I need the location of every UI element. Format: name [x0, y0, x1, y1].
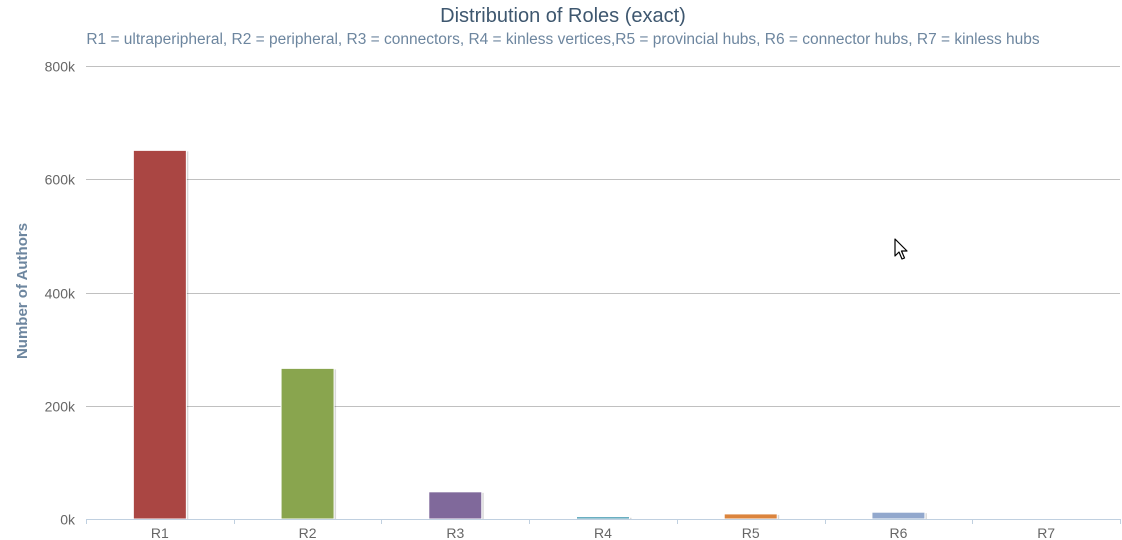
bar-r4[interactable] — [576, 516, 630, 520]
x-tick-label: R5 — [742, 525, 760, 540]
bars — [132, 149, 1074, 520]
x-tick-labels: R1 R2 R3 R4 R5 R6 R7 — [151, 525, 1055, 540]
y-tick-label: 800k — [45, 59, 76, 75]
bar-r2[interactable] — [280, 367, 335, 520]
x-axis — [86, 519, 1121, 524]
x-tick-label: R7 — [1037, 525, 1055, 540]
bar-r7[interactable] — [1019, 517, 1074, 520]
x-tick-label: R2 — [299, 525, 317, 540]
y-tick-label: 0k — [60, 512, 76, 528]
chart-subtitle: R1 = ultraperipheral, R2 = peripheral, R… — [86, 31, 1040, 48]
x-tick-label: R1 — [151, 525, 169, 540]
x-tick-label: R4 — [594, 525, 612, 540]
bar-r6[interactable] — [871, 511, 926, 520]
y-tick-label: 400k — [45, 286, 76, 302]
x-tick-label: R3 — [446, 525, 464, 540]
y-tick-label: 600k — [45, 172, 76, 188]
grid-lines — [86, 66, 1120, 407]
y-tick-labels: 0k 200k 400k 600k 800k — [45, 59, 76, 528]
x-tick-label: R6 — [889, 525, 907, 540]
y-tick-label: 200k — [45, 399, 76, 415]
chart-title: Distribution of Roles (exact) — [440, 5, 686, 27]
bar-r1[interactable] — [132, 149, 187, 520]
bar-r5[interactable] — [723, 513, 778, 520]
y-axis-title: Number of Authors — [14, 223, 31, 359]
bar-r3[interactable] — [428, 491, 483, 520]
